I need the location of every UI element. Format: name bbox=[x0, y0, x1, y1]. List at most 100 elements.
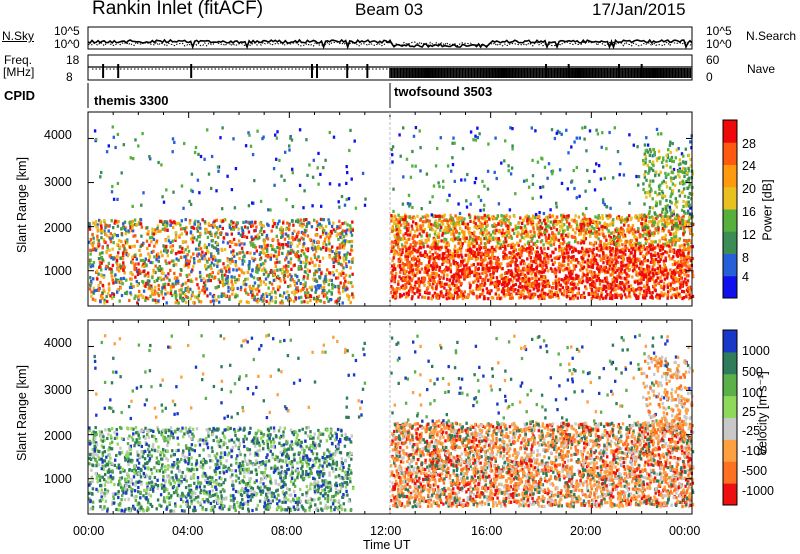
range-cell bbox=[605, 227, 609, 231]
range-cell bbox=[222, 292, 226, 296]
range-cell bbox=[664, 259, 667, 263]
range-cell bbox=[311, 175, 315, 179]
range-cell bbox=[225, 269, 228, 273]
range-cell bbox=[686, 247, 689, 251]
range-cell bbox=[612, 250, 615, 254]
range-cell bbox=[230, 240, 233, 244]
range-cell bbox=[200, 253, 203, 257]
range-cell bbox=[112, 233, 116, 237]
range-cell bbox=[325, 296, 329, 300]
range-cell bbox=[162, 283, 165, 287]
range-cell bbox=[248, 260, 251, 264]
range-cell bbox=[298, 183, 302, 187]
range-cell bbox=[591, 231, 595, 235]
range-cell bbox=[590, 242, 593, 246]
range-cell bbox=[105, 251, 109, 255]
range-cell bbox=[349, 227, 353, 231]
range-cell bbox=[251, 242, 255, 246]
range-cell bbox=[256, 237, 259, 241]
range-cell bbox=[688, 264, 691, 268]
range-cell bbox=[289, 278, 292, 282]
range-cell bbox=[328, 221, 331, 225]
range-cell bbox=[115, 260, 118, 264]
range-cell bbox=[130, 244, 134, 249]
range-cell bbox=[275, 157, 278, 161]
range-cell bbox=[278, 285, 281, 289]
range-cell bbox=[494, 292, 497, 296]
range-cell bbox=[214, 246, 218, 250]
range-cell bbox=[131, 261, 134, 265]
range-cell bbox=[216, 241, 219, 245]
range-cell bbox=[628, 214, 631, 218]
range-cell bbox=[409, 283, 413, 287]
range-cell bbox=[390, 279, 393, 283]
range-cell bbox=[337, 253, 341, 257]
range-cell bbox=[142, 283, 146, 287]
range-cell bbox=[181, 282, 185, 286]
range-cell bbox=[422, 230, 425, 234]
range-cell bbox=[107, 144, 110, 148]
range-cell bbox=[265, 270, 268, 274]
range-cell bbox=[337, 200, 340, 204]
range-cell bbox=[659, 294, 662, 298]
range-cell bbox=[142, 241, 145, 245]
range-cell bbox=[265, 294, 269, 298]
range-cell bbox=[353, 139, 356, 143]
range-cell bbox=[110, 270, 114, 274]
range-cell bbox=[306, 268, 309, 272]
range-cell bbox=[222, 284, 225, 288]
range-cell bbox=[183, 141, 186, 146]
range-cell bbox=[228, 240, 232, 244]
range-cell bbox=[509, 222, 512, 226]
range-cell bbox=[265, 247, 269, 251]
range-cell bbox=[527, 277, 531, 281]
range-cell bbox=[629, 284, 633, 288]
range-cell bbox=[298, 128, 302, 132]
range-cell bbox=[339, 224, 342, 228]
range-cell bbox=[534, 283, 537, 287]
range-cell bbox=[170, 248, 174, 252]
range-cell bbox=[215, 231, 218, 235]
range-cell bbox=[173, 271, 176, 275]
range-cell bbox=[263, 251, 266, 255]
range-cell bbox=[205, 287, 209, 291]
range-cell bbox=[129, 291, 132, 295]
range-cell bbox=[587, 261, 590, 265]
range-cell bbox=[458, 269, 461, 273]
range-cell bbox=[341, 229, 345, 233]
range-cell bbox=[191, 189, 194, 194]
range-cell bbox=[240, 246, 244, 250]
range-cell bbox=[244, 277, 247, 281]
range-cell bbox=[336, 246, 339, 250]
range-cell bbox=[298, 223, 302, 227]
range-cell bbox=[298, 238, 301, 242]
range-cell bbox=[266, 275, 270, 279]
x-tick: 20:00 bbox=[570, 524, 602, 538]
range-cell bbox=[478, 287, 482, 291]
range-cell bbox=[322, 166, 325, 170]
range-cell bbox=[237, 227, 240, 231]
freq-strip bbox=[87, 54, 693, 81]
range-cell bbox=[419, 280, 423, 284]
range-cell bbox=[676, 254, 679, 258]
range-cell bbox=[242, 271, 246, 275]
range-cell bbox=[497, 293, 500, 297]
range-cell bbox=[229, 261, 232, 265]
range-cell bbox=[285, 267, 288, 271]
range-cell bbox=[121, 251, 125, 255]
range-cell bbox=[147, 274, 150, 278]
range-cell bbox=[106, 292, 110, 296]
range-cell bbox=[100, 261, 103, 265]
range-cell bbox=[421, 220, 425, 224]
range-cell bbox=[239, 299, 243, 303]
range-cell bbox=[118, 280, 121, 284]
range-cell bbox=[160, 267, 163, 271]
range-cell bbox=[428, 234, 431, 238]
range-cell bbox=[351, 260, 354, 264]
range-cell bbox=[606, 281, 609, 285]
range-cell bbox=[167, 282, 170, 286]
range-cell bbox=[331, 245, 334, 249]
range-cell bbox=[689, 295, 692, 299]
range-cell bbox=[188, 221, 192, 225]
power-tick: 24 bbox=[742, 159, 756, 173]
